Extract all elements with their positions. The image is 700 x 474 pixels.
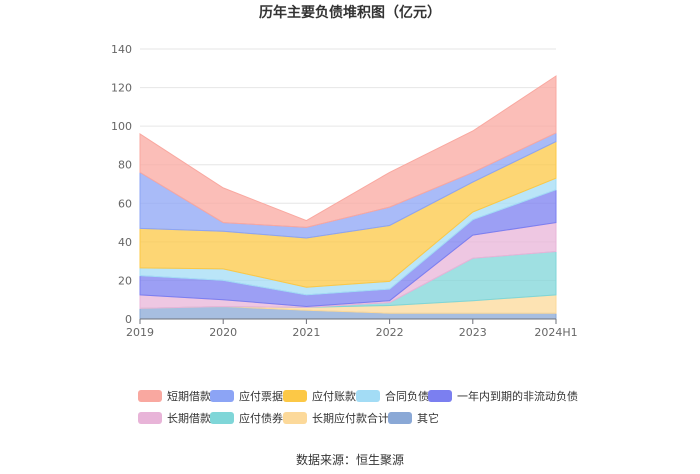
x-tick-label: 2021: [292, 326, 320, 339]
legend-swatch: [210, 390, 234, 402]
chart-title: 历年主要负债堆积图（亿元）: [259, 5, 441, 21]
legend-label: 一年内到期的非流动负债: [457, 390, 578, 403]
legend-label: 应付账款: [312, 390, 356, 403]
x-tick-label: 2020: [209, 326, 237, 339]
y-tick-label: 0: [125, 313, 132, 326]
y-tick-label: 140: [111, 43, 132, 56]
legend-label: 应付票据: [239, 390, 283, 403]
legend-item-other[interactable]: 其它: [388, 410, 439, 426]
legend-item-notes-payable[interactable]: 应付票据: [210, 388, 283, 404]
legend-item-short-term-loans[interactable]: 短期借款: [138, 388, 211, 404]
legend-label: 长期借款: [167, 412, 211, 425]
legend-label: 短期借款: [167, 390, 211, 403]
y-tick-label: 40: [118, 236, 132, 249]
legend-label: 长期应付款合计: [312, 412, 389, 425]
y-tick-label: 60: [118, 197, 132, 210]
legend-item-long-term-loans[interactable]: 长期借款: [138, 410, 211, 426]
data-source: 数据来源：恒生聚源: [295, 453, 404, 467]
y-tick-label: 20: [118, 274, 132, 287]
legend-swatch: [283, 412, 307, 424]
y-tick-label: 80: [118, 159, 132, 172]
y-tick-label: 120: [111, 82, 132, 95]
x-tick-label: 2022: [376, 326, 404, 339]
x-tick-label: 2019: [126, 326, 154, 339]
legend-swatch: [356, 390, 380, 402]
legend-item-accounts-payable[interactable]: 应付账款: [283, 388, 356, 404]
area-series: [139, 75, 557, 228]
legend-label: 合同负债: [385, 390, 429, 403]
legend-swatch: [283, 390, 307, 402]
legend-item-bonds-payable[interactable]: 应付债券: [210, 410, 283, 426]
x-tick-label: 2023: [459, 326, 487, 339]
y-tick-label: 100: [111, 120, 132, 133]
legend-swatch: [138, 412, 162, 424]
legend-item-current-portion-noncurrent[interactable]: 一年内到期的非流动负债: [428, 388, 578, 404]
stacked-area-chart: 0 20 40 60 80 100 120 140 2019 2020 2021 2022 2023 20…: [111, 43, 578, 339]
legend-label: 应付债券: [239, 412, 283, 425]
legend-swatch: [210, 412, 234, 424]
x-tick-label: 2024H1: [534, 326, 577, 339]
legend-swatch: [138, 390, 162, 402]
legend-label: 其它: [417, 412, 439, 425]
legend-item-contract-liabilities[interactable]: 合同负债: [356, 388, 429, 404]
legend-item-long-term-payables[interactable]: 长期应付款合计: [283, 410, 389, 426]
legend-swatch: [428, 390, 452, 402]
legend-swatch: [388, 412, 412, 424]
